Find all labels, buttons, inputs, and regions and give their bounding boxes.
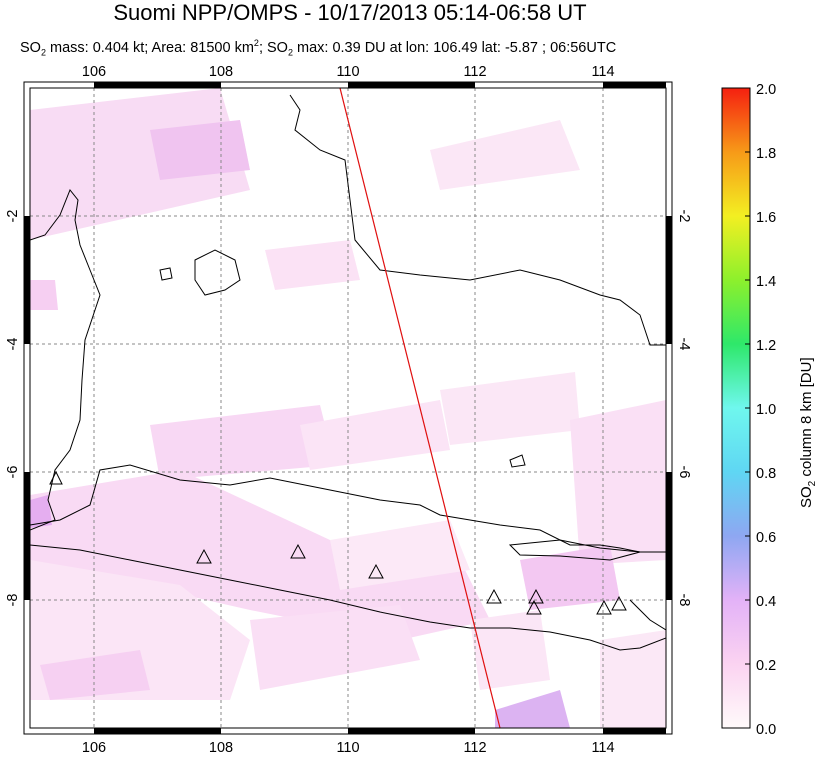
- border-bar-top: [603, 82, 666, 88]
- border-bar-right: [666, 216, 672, 344]
- coast-java-north: [30, 464, 666, 553]
- volcano-icon: [526, 599, 542, 615]
- lat-right-label: -8: [676, 594, 692, 607]
- volcano-icon: [596, 599, 612, 615]
- lat-left-label: -2: [5, 210, 21, 223]
- so2-patch: [330, 520, 470, 590]
- lon-labels: 106 108 110 112 114 106 108 110 112 114: [82, 64, 615, 756]
- lon-top-label: 106: [82, 64, 106, 80]
- colorbar-label: 1.6: [756, 210, 776, 226]
- coast-karimun-island: [509, 454, 526, 468]
- colorbar-label: 1.8: [756, 146, 776, 162]
- so2-patch: [495, 690, 570, 728]
- coast-bali: [629, 599, 666, 631]
- border-bar-top: [94, 82, 221, 88]
- volcano-icon: [486, 588, 502, 604]
- border-bar-left: [24, 216, 30, 344]
- coast-kalimantan: [289, 94, 666, 346]
- lon-top-label: 108: [209, 64, 233, 80]
- volcano-icon: [368, 563, 384, 579]
- lon-bottom-label: 108: [209, 740, 233, 756]
- so2-patch: [150, 120, 250, 180]
- volcano-icon: [611, 595, 627, 611]
- so2-patch: [520, 545, 620, 610]
- frame-border-bars: [24, 82, 672, 734]
- volcano-markers: [49, 470, 627, 615]
- coast-java-south: [30, 544, 666, 651]
- colorbar-title-suffix: column 8 km [DU]: [798, 357, 815, 481]
- border-bar-bottom: [348, 728, 475, 734]
- coast-sumatra: [30, 189, 101, 531]
- coastlines: [30, 94, 666, 651]
- map-title: Suomi NPP/OMPS - 10/17/2013 05:14-06:58 …: [113, 0, 587, 25]
- colorbar-label: 0.6: [756, 530, 776, 546]
- lat-left-label: -4: [5, 338, 21, 351]
- so2-patch: [150, 405, 335, 480]
- colorbar-title: SO2 column 8 km [DU]: [798, 357, 818, 508]
- so2-patch: [570, 400, 666, 565]
- lon-bottom-label: 112: [463, 740, 486, 756]
- coast-madura: [508, 539, 641, 561]
- colorbar-title-sub: 2: [807, 480, 818, 487]
- lon-top-label: 112: [463, 64, 486, 80]
- so2-patch: [600, 630, 666, 728]
- border-bar-bottom: [603, 728, 666, 734]
- volcano-icon: [290, 543, 306, 559]
- so2-patch: [30, 280, 58, 310]
- colorbar-label: 0.2: [756, 658, 776, 674]
- subtitle-area-sup: 2: [253, 38, 259, 48]
- subtitle-so2-sub: 2: [40, 47, 46, 58]
- subtitle-max-text: max: 0.39 DU at lon: 106.49 lat: -5.87 ;…: [292, 39, 617, 56]
- volcano-icon: [196, 548, 212, 564]
- volcano-icon: [49, 470, 63, 485]
- lon-bottom-label: 114: [591, 740, 614, 756]
- border-bar-top: [348, 82, 475, 88]
- subtitle-mass-text: mass: 0.404 kt; Area: 81500 km: [45, 39, 254, 56]
- subtitle-max-prefix: ; SO: [258, 39, 288, 56]
- so2-patch: [40, 650, 150, 700]
- colorbar-label: 1.4: [756, 274, 776, 290]
- so2-patch: [440, 372, 580, 445]
- graticule: [30, 88, 666, 728]
- lat-labels: -2 -4 -6 -8 -2 -4 -6 -8: [5, 210, 692, 607]
- lat-right-label: -4: [676, 338, 692, 351]
- so2-patch: [30, 495, 52, 528]
- subtitle-max-sub: 2: [287, 47, 293, 58]
- lon-top-label: 110: [336, 64, 359, 80]
- colorbar-label: 0.8: [756, 466, 776, 482]
- lat-right-label: -6: [676, 466, 692, 479]
- border-bar-right: [666, 472, 672, 600]
- lon-bottom-label: 106: [82, 740, 106, 756]
- colorbar-label: 0.0: [756, 722, 776, 738]
- colorbar-label: 2.0: [756, 82, 776, 98]
- volcano-icon: [528, 588, 544, 604]
- so2-patch: [265, 240, 360, 290]
- coast-bangka: [194, 249, 241, 296]
- so2-patch: [30, 470, 490, 640]
- colorbar-label: 1.2: [756, 338, 776, 354]
- colorbar-title-prefix: SO: [798, 486, 815, 508]
- so2-patch: [300, 400, 450, 470]
- lon-bottom-label: 110: [336, 740, 359, 756]
- coast-belitung-island: [159, 267, 173, 281]
- subtitle-so2-prefix: SO: [20, 39, 41, 56]
- so2-patch: [430, 120, 580, 190]
- colorbar-label: 0.4: [756, 594, 776, 610]
- border-bar-left: [24, 472, 30, 600]
- lat-right-label: -2: [676, 210, 692, 223]
- outer-frame: [23, 81, 673, 735]
- colorbar-ticks: [745, 87, 750, 729]
- lat-left-label: -6: [5, 466, 21, 479]
- so2-patch: [470, 610, 550, 690]
- orbit-track: [339, 87, 501, 729]
- colorbar-labels: 2.0 1.8 1.6 1.4 1.2 1.0 0.8 0.6 0.4 0.2 …: [756, 82, 776, 738]
- colorbar-label: 1.0: [756, 402, 776, 418]
- map-subtitle: SO2 mass: 0.404 kt; Area: 81500 km2; SO2…: [20, 34, 616, 62]
- lon-top-label: 114: [591, 64, 614, 80]
- border-bar-bottom: [94, 728, 221, 734]
- so2-patch: [250, 605, 420, 690]
- lat-left-label: -8: [5, 594, 21, 607]
